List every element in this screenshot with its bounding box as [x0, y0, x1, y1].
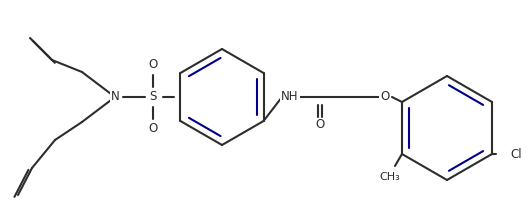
Text: S: S: [149, 91, 157, 103]
Text: NH: NH: [281, 91, 299, 103]
Text: Cl: Cl: [510, 147, 521, 161]
Text: O: O: [148, 123, 157, 135]
Text: O: O: [380, 91, 389, 103]
Text: N: N: [111, 91, 119, 103]
Text: O: O: [148, 58, 157, 72]
Text: CH₃: CH₃: [380, 172, 401, 182]
Text: O: O: [315, 118, 325, 132]
